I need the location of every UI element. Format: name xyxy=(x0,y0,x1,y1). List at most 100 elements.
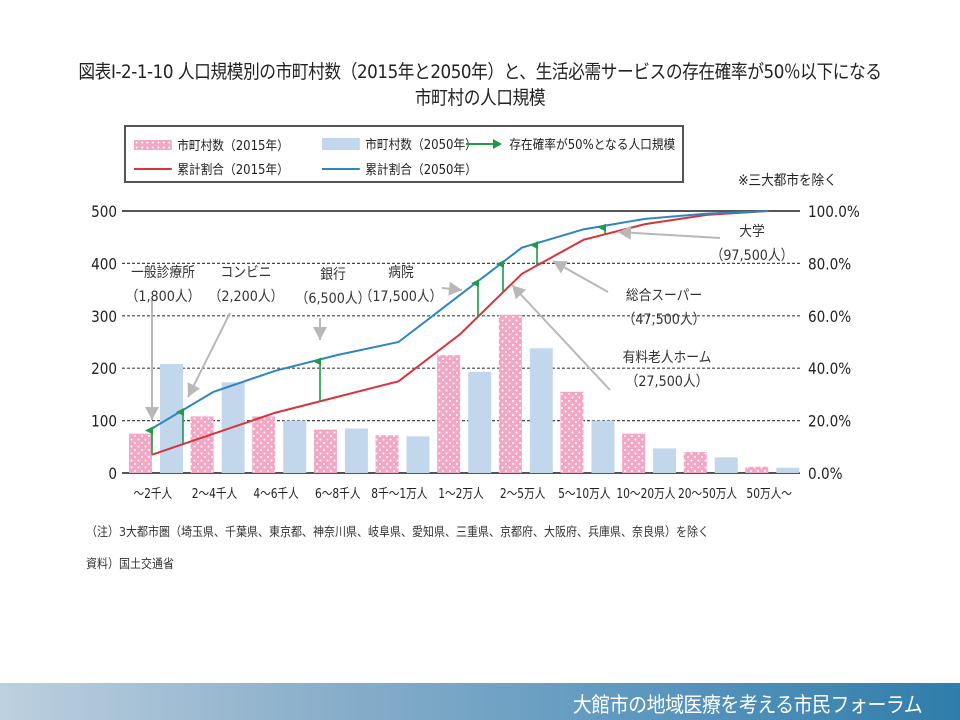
excludes-note: ※三大都市を除く xyxy=(738,173,837,189)
annotation-service: 一般診療所 xyxy=(131,263,195,281)
y2-tick-label: 0.0% xyxy=(808,465,843,483)
y-tick-label: 0 xyxy=(108,465,117,483)
y2-tick-label: 60.0% xyxy=(808,308,851,326)
bar-2015 xyxy=(252,416,276,473)
y2-tick-label: 40.0% xyxy=(808,360,851,378)
y-tick-label: 400 xyxy=(91,255,117,273)
legend-label: 市町村数（2015年） xyxy=(177,139,289,154)
annotation-pointers xyxy=(145,225,721,420)
x-tick-label: 2～4千人 xyxy=(192,486,238,501)
annotation-population: （47,500人） xyxy=(623,311,706,328)
bar-2015 xyxy=(129,433,152,473)
bar-2050 xyxy=(714,457,738,473)
footnote-excluded-areas: （注）3大都市圏（埼玉県、千葉県、東京都、神奈川県、岐阜県、愛知県、三重県、京都… xyxy=(86,524,710,539)
annotation-population: （17,500人） xyxy=(360,288,443,305)
line-cumulative-2015 xyxy=(151,210,769,456)
legend-swatch-blue-line xyxy=(322,167,360,170)
y2-tick-label: 100.0% xyxy=(808,203,860,221)
bar-2050 xyxy=(344,428,368,473)
chart-title-line-1: 図表Ⅰ-2-1-10 人口規模別の市町村数（2015年と2050年）と、生活必需… xyxy=(78,61,882,83)
legend-label: 累計割合（2050年） xyxy=(365,163,477,178)
legend-item-bars-2015: 市町村数（2015年） xyxy=(134,135,289,154)
pointer-arrowhead-icon xyxy=(145,407,159,420)
x-tick-label: ～2千人 xyxy=(133,486,172,501)
y-tick-label: 100 xyxy=(91,413,117,431)
bar-2015 xyxy=(745,466,769,473)
right-axis-ticks: 0.0% 20.0% 40.0% 60.0% 80.0% 100.0% xyxy=(808,203,860,483)
pointer-arrowhead-icon xyxy=(512,285,526,300)
annotation-service: 銀行 xyxy=(320,266,346,283)
annotation-service: コンビニ xyxy=(221,264,272,281)
x-tick-label: 20～50万人 xyxy=(678,486,737,501)
bar-2015 xyxy=(560,391,584,473)
annotation-service: 有料老人ホーム xyxy=(623,349,712,366)
x-tick-label: 4～6千人 xyxy=(253,486,299,501)
legend-swatch-pink-dotted xyxy=(134,139,172,150)
legend-label: 存在確率が50%となる人口規模 xyxy=(509,138,676,153)
category-axis-ticks: ～2千人 2～4千人 4～6千人 6～8千人 8千～1万人 1～2万人 2～5万人 5～10万… xyxy=(133,486,792,501)
legend-item-line-2050: 累計割合（2050年） xyxy=(322,159,477,178)
y-tick-label: 300 xyxy=(91,308,117,326)
x-tick-label: 10～20万人 xyxy=(616,486,675,501)
x-tick-label: 6～8千人 xyxy=(315,486,361,501)
bar-2050 xyxy=(529,348,553,473)
legend-item-arrow: 存在確率が50%となる人口規模 xyxy=(466,134,675,153)
bar-2015 xyxy=(437,355,461,473)
y2-tick-label: 80.0% xyxy=(808,255,851,273)
bar-2015 xyxy=(375,435,399,473)
x-tick-label: 2～5万人 xyxy=(500,486,546,501)
bar-2050 xyxy=(591,420,615,473)
annotation-service: 大学 xyxy=(739,223,765,240)
bar-2050 xyxy=(468,371,492,473)
annotation-population: （1,800人） xyxy=(126,288,201,305)
annotation-service: 病院 xyxy=(388,264,414,281)
x-tick-label: 1～2万人 xyxy=(438,486,484,501)
pointer-arrowhead-icon xyxy=(448,281,462,296)
bar-2015 xyxy=(683,452,707,473)
chart-legend: 市町村数（2015年） 市町村数（2050年） 存在確率が50%となる人口規模 … xyxy=(124,125,684,183)
footnote-source: 資料）国土交通省 xyxy=(86,556,175,571)
bar-2015 xyxy=(190,416,214,473)
legend-item-line-2015: 累計割合（2015年） xyxy=(134,159,289,178)
pointer-arrowhead-icon xyxy=(187,382,201,397)
threshold-arrows xyxy=(145,223,606,455)
bar-2050 xyxy=(406,436,430,473)
bar-2050 xyxy=(160,364,183,473)
bar-2050 xyxy=(283,420,307,473)
legend-label: 市町村数（2050年） xyxy=(365,138,477,153)
x-tick-label: 8千～1万人 xyxy=(371,486,427,501)
y2-tick-label: 20.0% xyxy=(808,413,851,431)
cumulative-lines xyxy=(151,210,769,456)
line-cumulative-2050 xyxy=(151,210,769,430)
chart-canvas: 0 100 200 300 400 500 0.0% 20.0% 40.0% 60.0% 80.0… xyxy=(91,203,860,501)
pointer-arrowhead-icon xyxy=(553,261,568,274)
green-arrow-icon xyxy=(466,138,504,150)
annotation-population: （6,500人） xyxy=(296,290,371,307)
pointer-arrowhead-icon xyxy=(618,225,632,240)
annotation-population: （97,500人） xyxy=(711,247,794,264)
chart-title-line-2: 市町村の人口規模 xyxy=(414,87,546,109)
footer-banner: 大館市の地域医療を考える市民フォーラム xyxy=(0,683,960,720)
legend-label: 累計割合（2015年） xyxy=(177,163,289,178)
pointer-line xyxy=(511,284,611,391)
legend-swatch-light-blue xyxy=(322,137,360,150)
x-tick-label: 5～10万人 xyxy=(558,486,610,501)
forum-title: 大館市の地域医療を考える市民フォーラム xyxy=(572,693,923,717)
pointer-line xyxy=(617,231,721,239)
legend-swatch-red-line xyxy=(134,167,172,170)
bar-2050 xyxy=(776,467,800,473)
bars xyxy=(129,314,800,473)
y-tick-label: 500 xyxy=(91,203,117,221)
service-annotations: 一般診療所 （1,800人） コンビニ （2,200人） 銀行 （6,500人） 病院 （17… xyxy=(126,223,794,390)
annotation-service: 総合スーパー xyxy=(626,287,702,304)
bar-2015 xyxy=(622,433,646,473)
left-axis-ticks: 0 100 200 300 400 500 xyxy=(91,203,117,483)
bar-2050 xyxy=(653,448,677,473)
pointer-line xyxy=(187,312,231,398)
annotation-population: （2,200人） xyxy=(209,288,284,305)
legend-item-bars-2050: 市町村数（2050年） xyxy=(322,134,477,153)
bar-2015 xyxy=(498,314,522,473)
annotation-population: （27,500人） xyxy=(626,373,709,390)
x-tick-label: 50万人～ xyxy=(746,486,792,501)
y-tick-label: 200 xyxy=(91,360,117,378)
